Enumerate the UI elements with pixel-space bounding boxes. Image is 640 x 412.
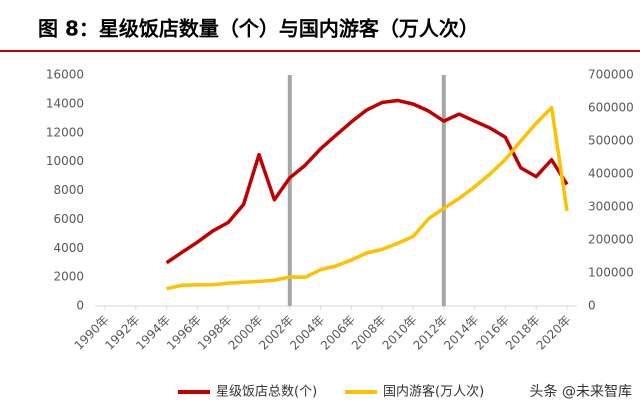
series-line <box>166 105 569 291</box>
y2-tick-label: 300000 <box>588 200 634 214</box>
y-tick-label: 12000 <box>46 125 84 139</box>
y2-tick-label: 100000 <box>588 266 634 280</box>
y-tick-label: 6000 <box>53 212 84 226</box>
title-rule <box>0 50 640 52</box>
y-tick-label: 0 <box>76 299 84 313</box>
y2-tick-label: 0 <box>588 299 596 313</box>
y-tick-label: 16000 <box>46 68 84 82</box>
watermark: 头条 @未来智库 <box>530 383 632 400</box>
y2-tick-label: 500000 <box>588 134 634 148</box>
y-tick-label: 4000 <box>53 241 84 255</box>
legend-label: 星级饭店总数(个) <box>216 385 317 400</box>
y-tick-label: 10000 <box>46 154 84 168</box>
y-tick-label: 2000 <box>53 270 84 284</box>
chart-title: 图 8：星级饭店数量（个）与国内游客（万人次） <box>38 17 479 41</box>
series-line <box>165 98 569 265</box>
x-tick-label: 2020年 <box>534 313 574 353</box>
y2-tick-label: 600000 <box>588 101 634 115</box>
legend-label: 国内游客(万人次) <box>383 384 484 400</box>
y2-tick-label: 200000 <box>588 233 634 247</box>
y2-tick-label: 400000 <box>588 167 634 181</box>
y-tick-label: 14000 <box>46 96 84 110</box>
y2-tick-label: 700000 <box>588 68 634 82</box>
y-tick-label: 8000 <box>53 183 84 197</box>
